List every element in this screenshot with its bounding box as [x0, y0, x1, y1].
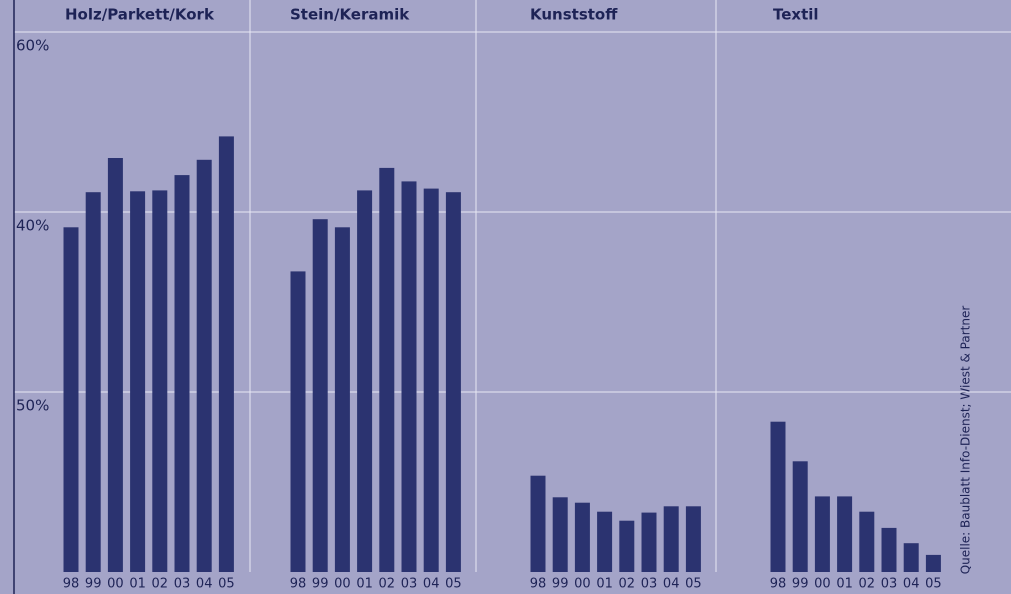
bar [574, 502, 590, 572]
x-tick-label: 05 [218, 577, 235, 592]
bar [130, 191, 146, 573]
bar [445, 192, 461, 572]
bar [925, 554, 941, 572]
x-tick-label: 99 [85, 577, 102, 592]
x-tick-label: 04 [423, 577, 440, 592]
bar [174, 175, 190, 572]
x-tick-label: 04 [196, 577, 213, 592]
y-tick-label: 50% [16, 397, 49, 415]
bar [837, 496, 853, 572]
x-tick-label: 05 [685, 577, 702, 592]
bar [597, 511, 613, 572]
y-tick-label: 40% [16, 217, 49, 235]
bar [334, 227, 350, 573]
bar [152, 190, 168, 572]
bar [107, 158, 123, 572]
bar [685, 506, 701, 572]
bar [290, 271, 306, 572]
x-tick-label: 02 [619, 577, 636, 592]
panel-title: Kunststoff [530, 6, 618, 24]
x-tick-label: 01 [356, 577, 373, 592]
x-tick-label: 00 [334, 577, 351, 592]
panel-title: Textil [773, 6, 819, 24]
bar [401, 181, 417, 572]
x-tick-label: 00 [814, 577, 831, 592]
x-tick-label: 05 [445, 577, 462, 592]
panel-title: Holz/Parkett/Kork [65, 6, 215, 24]
bar [552, 497, 568, 572]
x-tick-label: 04 [663, 577, 680, 592]
bar [641, 512, 657, 572]
x-tick-label: 98 [63, 577, 80, 592]
x-tick-label: 98 [530, 577, 547, 592]
x-tick-label: 00 [107, 577, 124, 592]
x-tick-label: 03 [881, 577, 898, 592]
bar [859, 511, 875, 572]
x-tick-label: 03 [401, 577, 418, 592]
bar [814, 496, 830, 572]
x-tick-label: 98 [770, 577, 787, 592]
x-tick-label: 99 [312, 577, 329, 592]
bar [218, 136, 234, 572]
x-tick-label: 01 [836, 577, 853, 592]
panel-title: Stein/Keramik [290, 6, 410, 24]
x-tick-label: 02 [859, 577, 876, 592]
x-tick-label: 03 [174, 577, 191, 592]
y-tick-label: 60% [16, 37, 49, 55]
bar [903, 543, 919, 572]
bar [530, 475, 546, 572]
bar [770, 421, 786, 572]
bar [663, 506, 679, 572]
source-note: Quelle: Baublatt Info-Dienst; Wiest & Pa… [959, 306, 973, 575]
bar [792, 461, 808, 572]
x-tick-label: 03 [641, 577, 658, 592]
x-tick-label: 00 [574, 577, 591, 592]
bar [423, 188, 439, 572]
bar [379, 167, 395, 572]
bar [881, 527, 897, 572]
x-tick-label: 98 [290, 577, 307, 592]
bar [312, 219, 328, 572]
x-tick-label: 04 [903, 577, 920, 592]
bar [619, 520, 635, 572]
bar [63, 227, 79, 573]
bar [357, 190, 373, 572]
bar [196, 159, 212, 573]
x-tick-label: 99 [552, 577, 569, 592]
x-tick-label: 02 [152, 577, 169, 592]
x-tick-label: 02 [379, 577, 396, 592]
x-tick-label: 05 [925, 577, 942, 592]
x-tick-label: 01 [596, 577, 613, 592]
x-tick-label: 01 [129, 577, 146, 592]
bar [85, 192, 101, 572]
x-tick-label: 99 [792, 577, 809, 592]
